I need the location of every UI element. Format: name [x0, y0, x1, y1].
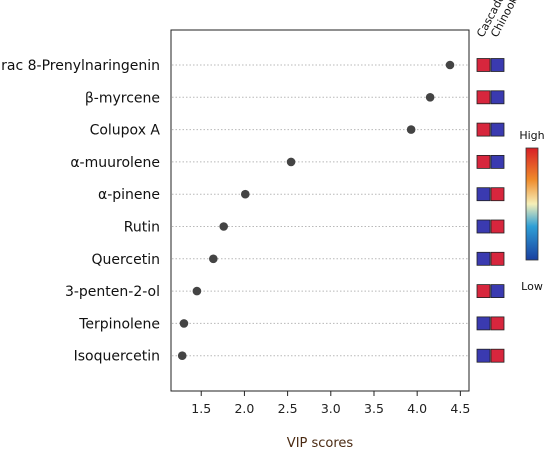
- x-axis-title: VIP scores: [287, 436, 354, 451]
- legend-high-label: High: [519, 129, 544, 142]
- heatmap-cell: [490, 348, 505, 363]
- feature-label: β-myrcene: [85, 90, 160, 106]
- heatmap-cell: [476, 90, 491, 105]
- heatmap-cell: [490, 90, 505, 105]
- vip-dot: [209, 254, 218, 264]
- heatmap-cell: [476, 284, 491, 299]
- heatmap-cell: [490, 284, 505, 299]
- x-tick-label: 3.0: [321, 401, 341, 416]
- x-axis-ticks: 1.5 2.0 2.5 3.0 3.5 4.0 4.5: [191, 391, 470, 416]
- feature-label: α-muurolene: [70, 155, 160, 171]
- heatmap-cell: [476, 219, 491, 234]
- heatmap-cell: [490, 122, 505, 137]
- vip-dot: [286, 157, 296, 167]
- vip-dot: [192, 286, 202, 296]
- feature-label: α-pinene: [98, 187, 160, 203]
- heatmap-cell: [476, 187, 491, 202]
- feature-label: Rutin: [124, 220, 160, 236]
- feature-label: rac 8-Prenylnaringenin: [1, 58, 160, 74]
- heatmap-cell: [490, 251, 505, 266]
- heatmap-cell: [476, 154, 491, 169]
- x-tick-label: 4.5: [450, 401, 470, 416]
- x-tick-label: 2.0: [234, 401, 254, 416]
- vip-dot: [406, 125, 416, 134]
- legend-colorbar: [525, 147, 539, 261]
- vip-dot: [177, 351, 187, 361]
- grid-lines: [172, 64, 468, 357]
- heatmap-cell: [490, 154, 505, 169]
- feature-label: Quercetin: [91, 252, 160, 268]
- heatmap-cell: [476, 348, 491, 363]
- vip-dot: [425, 93, 435, 102]
- heatmap-cell: [476, 122, 491, 137]
- heatmap-cell: [490, 219, 505, 234]
- feature-label: Colupox A: [90, 123, 161, 139]
- plot-frame: [170, 29, 470, 392]
- legend-low-label: Low: [521, 280, 543, 293]
- x-tick-label: 2.5: [278, 401, 298, 416]
- feature-label: Terpinolene: [78, 316, 160, 332]
- vip-dot: [219, 222, 228, 231]
- vip-dot: [445, 60, 455, 70]
- x-tick-label: 3.5: [364, 401, 384, 416]
- x-tick-label: 4.0: [407, 401, 427, 416]
- heatmap-cell: [476, 251, 491, 266]
- vip-dot: [179, 319, 189, 328]
- feature-label: 3-penten-2-ol: [65, 284, 160, 300]
- heatmap-cell: [476, 58, 491, 72]
- heatmap-cell: [476, 316, 491, 331]
- vip-dots: [177, 60, 455, 361]
- color-legend: High Low: [519, 129, 544, 293]
- x-tick-label: 1.5: [191, 401, 211, 416]
- heatmap-cell: [490, 187, 505, 202]
- heatmap-cell: [490, 58, 505, 72]
- feature-label: Isoquercetin: [74, 349, 160, 365]
- group-heatmap: [476, 58, 505, 363]
- vip-dot: [240, 189, 250, 199]
- heatmap-cell: [490, 316, 505, 331]
- feature-labels: rac 8-Prenylnaringenin β-myrcene Colupox A…: [1, 58, 160, 365]
